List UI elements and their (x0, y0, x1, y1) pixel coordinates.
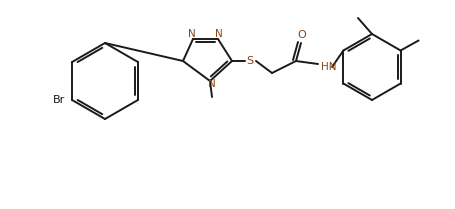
Text: Br: Br (53, 95, 65, 105)
Text: S: S (247, 56, 253, 66)
Text: N: N (208, 79, 216, 89)
Text: HN: HN (321, 62, 337, 72)
Text: N: N (215, 29, 223, 39)
Text: O: O (298, 30, 306, 40)
Text: N: N (188, 29, 196, 39)
